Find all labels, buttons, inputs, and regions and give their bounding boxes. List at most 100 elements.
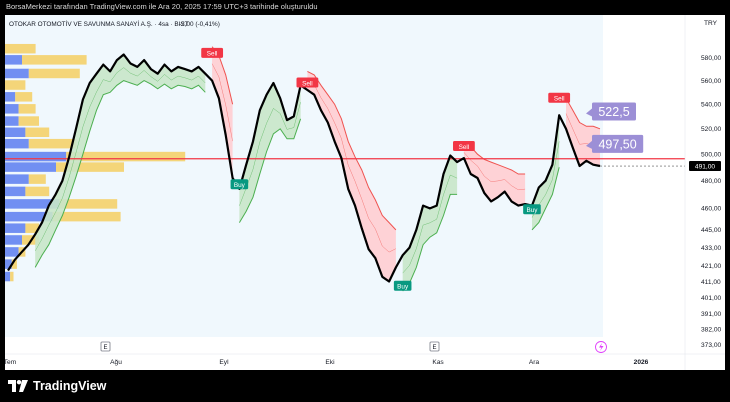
signal-buy: Buy	[393, 280, 412, 291]
supertrend-bull-midline	[402, 174, 458, 274]
supertrend-bull-midline	[34, 67, 206, 252]
y-tick-label: 401,00	[701, 295, 722, 302]
y-tick-label: 460,00	[701, 206, 722, 213]
svg-text:E: E	[432, 345, 436, 351]
signal-text: Sell	[554, 96, 565, 103]
y-tick-label: 391,00	[701, 311, 722, 318]
volume-profile-bear-bar	[52, 211, 121, 222]
y-tick-label: 445,00	[701, 227, 722, 234]
supertrend-bear-band	[307, 71, 396, 282]
currency-label: TRY	[704, 20, 718, 27]
volume-profile-bull-bar	[5, 127, 26, 138]
signal-sell: Sell	[201, 47, 224, 58]
callout-text: 497,50	[598, 137, 636, 151]
supertrend-bull-line	[238, 118, 302, 223]
signal-text: Sell	[459, 144, 470, 151]
signal-box	[296, 77, 319, 88]
svg-text:E: E	[103, 345, 107, 351]
volume-profile-bull-bar	[5, 271, 11, 282]
volume-profile-bear-bar	[25, 127, 50, 138]
tradingview-logo-icon	[8, 380, 28, 392]
volume-profile-bear-bar	[28, 174, 46, 184]
volume-profile-bear-bar	[5, 43, 36, 54]
signal-box	[548, 92, 571, 103]
brand-name: TradingView	[33, 379, 107, 393]
signal-text: Sell	[207, 51, 218, 58]
volume-profile-bull-bar	[5, 174, 29, 184]
callout-box	[592, 102, 636, 121]
supertrend-bull-band	[402, 155, 458, 292]
volume-profile-bear-bar	[10, 271, 14, 282]
signal-text: Buy	[397, 284, 409, 291]
callout-box	[592, 134, 644, 153]
x-tick-label: 2026	[634, 359, 649, 366]
y-tick-label: 480,00	[701, 178, 722, 185]
callout-text: 522,5	[598, 105, 629, 119]
signal-text: Buy	[526, 207, 538, 214]
volume-profile-bull-bar	[5, 186, 26, 197]
volume-profile-bear-bar	[18, 104, 36, 114]
x-tick-label: Eki	[325, 359, 335, 366]
supertrend-bull-line	[402, 193, 458, 292]
signal-labels: Sell Buy Sell Buy Sell Buy Sell	[201, 47, 571, 291]
signal-text: Sell	[302, 80, 313, 87]
volume-profile-bull-bar	[5, 162, 56, 172]
supertrend-bull-band	[532, 115, 560, 230]
signal-box	[523, 204, 541, 215]
price-chart[interactable]: Sell Buy Sell Buy Sell Buy Sell 522,5 497,50 OT…	[5, 15, 725, 370]
volume-profile-bull-bar	[5, 211, 53, 222]
earnings-event-marker[interactable]: E	[100, 341, 111, 352]
x-tick-label: Kas	[432, 359, 444, 366]
supertrend-lines	[34, 46, 601, 292]
signal-buy: Buy	[523, 204, 541, 215]
y-tick-label: 580,00	[701, 55, 722, 62]
earnings-event-marker[interactable]: E	[429, 341, 440, 352]
signal-box	[201, 47, 224, 58]
chart-panel[interactable]: Sell Buy Sell Buy Sell Buy Sell 522,5 497,50 OT…	[5, 15, 725, 370]
volume-profile-bear-bar	[66, 151, 186, 162]
supertrend-bear-midline	[307, 80, 397, 253]
signal-sell: Sell	[453, 140, 475, 151]
volume-profile-bear-bar	[56, 162, 124, 172]
volume-profile-bull-bar	[5, 151, 67, 162]
price-callouts: 522,5 497,50	[586, 102, 644, 153]
volume-profile-bull-bar	[5, 104, 19, 114]
y-tick-label: 500,00	[701, 152, 722, 159]
volume-profile-bull-bar	[5, 199, 60, 209]
volume-profile-bull-bar	[5, 138, 29, 149]
y-tick-label: 433,00	[701, 245, 722, 252]
signal-text: Buy	[234, 182, 246, 189]
volume-profile-bear-bar	[18, 116, 39, 126]
x-tick-label: Eyl	[219, 359, 229, 366]
volume-profile-bull-bar	[5, 223, 26, 233]
supertrend-bear-midline	[211, 63, 233, 142]
y-tick-label: 421,00	[701, 263, 722, 270]
y-tick-label: 373,00	[701, 342, 722, 349]
chart-title: OTOKAR OTOMOTİV VE SAVUNMA SANAYİ A.Ş. ·…	[9, 19, 189, 28]
signal-sell: Sell	[548, 92, 571, 103]
volume-profile-bear-bar	[59, 199, 118, 209]
signal-sell: Sell	[296, 77, 319, 88]
brand-footer[interactable]: TradingView	[8, 377, 106, 395]
callout-pointer	[586, 108, 592, 117]
supertrend-bear-band	[463, 146, 526, 206]
volume-profile-bull-bar	[5, 235, 22, 245]
volume-profile-bear-bar	[25, 223, 39, 233]
x-tick-label: Tem	[5, 359, 17, 366]
supertrend-bear-line	[307, 70, 397, 231]
volume-profile-bear-bar	[28, 138, 77, 149]
x-tick-label: Ağu	[110, 359, 122, 366]
supertrend-bull-line	[531, 167, 560, 231]
supertrend-bull-midline	[239, 102, 301, 206]
svg-text:491,00: 491,00	[695, 163, 716, 170]
y-axis-ticks: 373,00 382,00 391,00 401,00 411,00 421,00 433,…	[701, 55, 722, 349]
last-price-tag: 491,00	[689, 161, 721, 172]
y-tick-label: 560,00	[701, 78, 722, 85]
signal-box	[453, 140, 475, 151]
signal-box	[230, 179, 249, 190]
flash-icon[interactable]	[595, 341, 607, 353]
volume-profile-bull-bar	[5, 259, 12, 269]
volume-profile-bear-bar	[25, 186, 50, 197]
y-tick-label: 540,00	[701, 102, 722, 109]
volume-profile-bull-bar	[5, 55, 22, 65]
